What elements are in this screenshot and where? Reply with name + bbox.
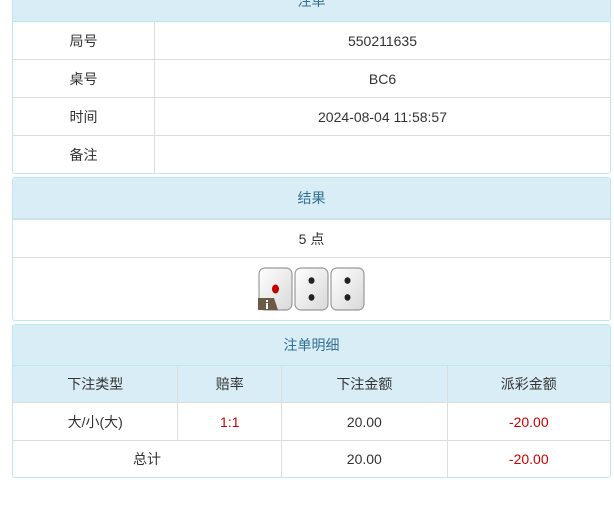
field-label: 局号: [69, 32, 98, 49]
detail-cell: 大/小(大): [67, 413, 123, 430]
pip: [308, 294, 315, 301]
pip: [308, 277, 315, 284]
total-label: 总计: [133, 451, 162, 467]
detail-cell: 1:1: [177, 403, 281, 440]
die-face: [330, 267, 365, 311]
column-header: 下注类型: [67, 376, 124, 392]
panel-title: 注单明细: [13, 325, 610, 366]
field-value: BC6: [154, 60, 610, 97]
field-value: 2024-08-04 11:58:57: [154, 98, 610, 135]
order-row: 桌号 BC6: [13, 59, 610, 97]
order-table: 局号 550211635 桌号 BC6 时间 2024-08-04 11:58:57 备注: [13, 22, 610, 173]
details-panel: 注单明细 下注类型 赔率 下注金额 派彩金额 大/小(大) 1:1 20.00 -20.00 总…: [12, 324, 611, 478]
order-panel: 注单 局号 550211635 桌号 BC6 时间 2024-08-04 11:58:57…: [12, 0, 611, 174]
die: [330, 267, 365, 311]
field-label: 桌号: [69, 70, 98, 87]
dice-row: [13, 257, 610, 320]
result-row: 5 点: [13, 219, 610, 257]
column-header: 下注金额: [281, 366, 446, 402]
column-header: 赔率: [177, 366, 281, 402]
detail-cell: -20.00: [446, 403, 610, 440]
total-payout: -20.00: [446, 441, 610, 477]
pip: [344, 277, 351, 284]
field-label: 时间: [69, 108, 98, 125]
total-amount: 20.00: [281, 441, 446, 477]
field-label: 备注: [69, 146, 98, 163]
total-row: 总计 20.00 -20.00: [13, 440, 610, 477]
details-table: 下注类型 赔率 下注金额 派彩金额大/小(大) 1:1 20.00 -20.00 总计 20.0…: [13, 366, 610, 477]
field-value: [154, 136, 610, 173]
pip: [272, 284, 279, 294]
result-text: 5 点: [298, 230, 325, 247]
die-face: [294, 267, 329, 311]
order-row: 时间 2024-08-04 11:58:57: [13, 97, 610, 135]
detail-cell: 20.00: [281, 403, 446, 440]
panel-title: 结果: [13, 178, 610, 219]
result-panel: 结果 5 点: [12, 177, 611, 321]
column-header: 派彩金额: [446, 366, 610, 402]
panel-title: 注单: [13, 0, 610, 22]
order-row: 备注: [13, 135, 610, 173]
header-row: 下注类型 赔率 下注金额 派彩金额: [13, 366, 610, 402]
dice-area: [258, 267, 365, 311]
field-value: 550211635: [154, 22, 610, 59]
die: [294, 267, 329, 311]
info-icon: [266, 300, 268, 302]
pip: [344, 294, 351, 301]
detail-row: 大/小(大) 1:1 20.00 -20.00: [13, 402, 610, 440]
info-icon: [266, 303, 268, 309]
order-row: 局号 550211635: [13, 22, 610, 59]
